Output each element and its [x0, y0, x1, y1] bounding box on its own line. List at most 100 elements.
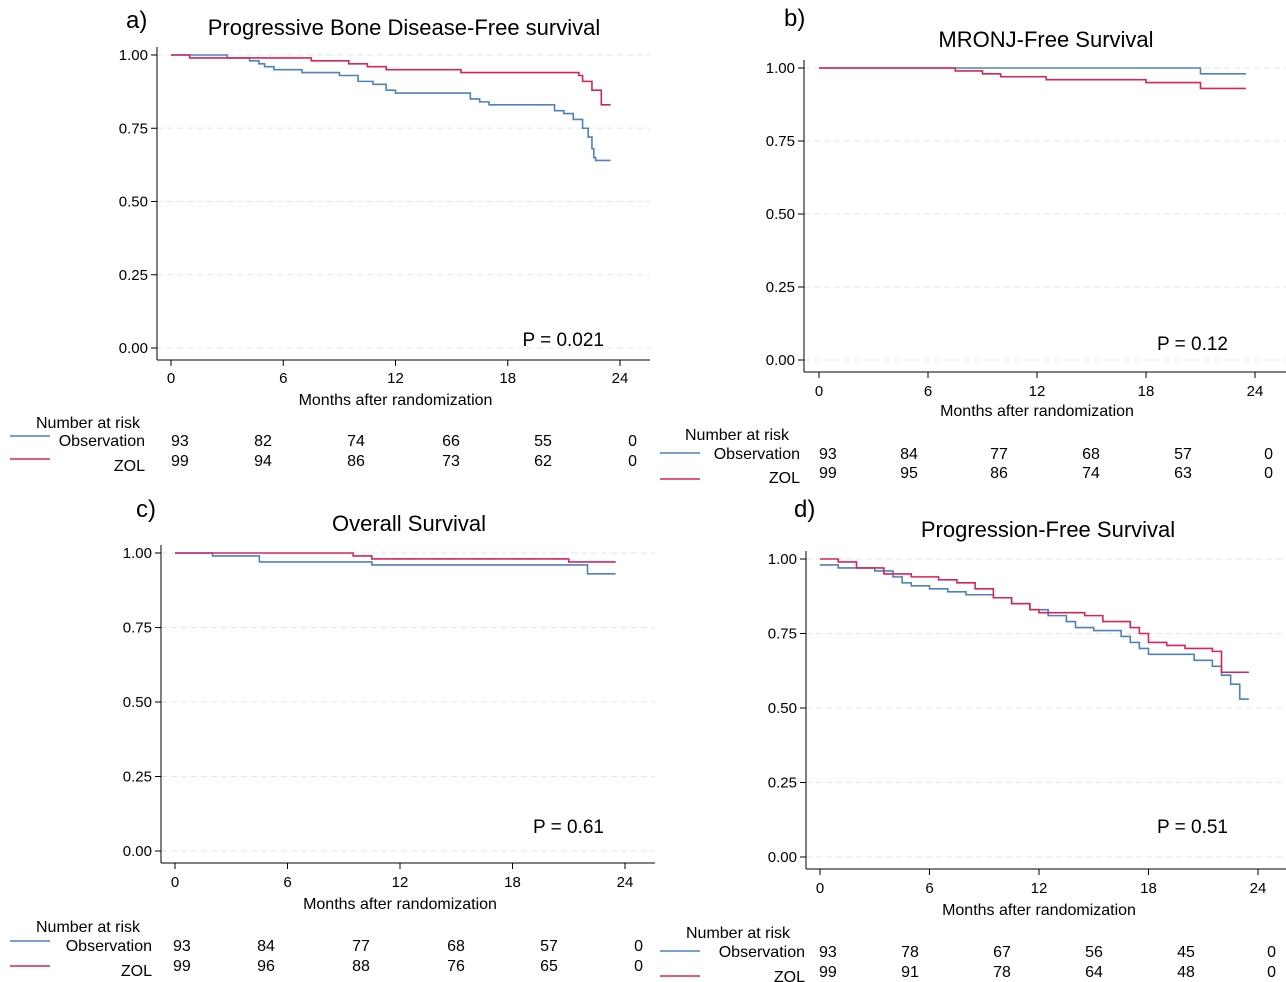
y-tick-label: 0.50 — [119, 194, 148, 211]
p-value-annotation: P = 0.021 — [522, 330, 604, 351]
y-tick-label: 0.25 — [768, 775, 797, 792]
risk-count: 55 — [534, 433, 552, 450]
risk-row-label: Observation — [714, 446, 800, 463]
risk-count: 76 — [447, 958, 465, 975]
risk-count: 0 — [1267, 944, 1276, 961]
y-tick-label: 1.00 — [766, 60, 795, 77]
km-panel-c: c) Overall Survival 0.00 0.25 0.50 0.75 1.00 0 6… — [10, 496, 655, 980]
risk-row-label: Observation — [59, 433, 145, 450]
km-panel-d: d) Progression-Free Survival 0.00 0.25 0.50 0… — [660, 496, 1286, 982]
x-axis-title: Months after randomization — [942, 902, 1136, 919]
x-tick-label: 18 — [1140, 880, 1157, 897]
survival-curve-observation — [175, 552, 616, 575]
risk-count: 78 — [993, 964, 1011, 981]
y-tick-label: 0.75 — [768, 626, 797, 643]
y-tick-label: 1.00 — [123, 545, 152, 562]
risk-count: 82 — [254, 433, 272, 450]
risk-table-header: Number at risk — [685, 427, 790, 444]
survival-curve-zol — [175, 552, 616, 563]
risk-count: 93 — [819, 944, 837, 961]
panel-title: Progression-Free Survival — [921, 517, 1175, 542]
km-panel-b: b) MRONJ-Free Survival 0.00 0.25 0.50 0.75 1.0… — [660, 5, 1286, 487]
risk-count: 45 — [1177, 944, 1195, 961]
panel-label: d) — [794, 496, 815, 523]
risk-count: 88 — [352, 958, 370, 975]
x-tick-label: 6 — [283, 874, 291, 891]
risk-count: 0 — [634, 938, 643, 955]
y-tick-label: 0.25 — [119, 267, 148, 284]
risk-table: Number at risk Observation 93 78 67 56 45 0 ZOL 9… — [660, 925, 1276, 982]
risk-count: 91 — [901, 964, 919, 981]
y-tick-label: 0.50 — [768, 700, 797, 717]
x-tick-label: 12 — [387, 370, 404, 387]
risk-count: 0 — [628, 453, 637, 470]
risk-table-header: Number at risk — [36, 415, 141, 432]
risk-count: 68 — [1082, 446, 1100, 463]
risk-count: 0 — [1264, 446, 1273, 463]
risk-count: 78 — [901, 944, 919, 961]
risk-count: 48 — [1177, 964, 1195, 981]
x-tick-label: 12 — [1029, 383, 1046, 400]
panel-title: Overall Survival — [332, 511, 486, 536]
x-tick-label: 6 — [924, 383, 932, 400]
risk-row-label: ZOL — [774, 969, 805, 982]
risk-count: 73 — [442, 453, 460, 470]
survival-curve-observation — [171, 54, 611, 162]
risk-count: 74 — [347, 433, 365, 450]
risk-count: 84 — [900, 446, 918, 463]
risk-count: 0 — [1267, 964, 1276, 981]
km-panel-a: a) Progressive Bone Disease-Free survival… — [10, 7, 650, 475]
risk-count: 74 — [1082, 465, 1100, 482]
y-tick-label: 0.50 — [766, 206, 795, 223]
x-tick-label: 0 — [815, 383, 823, 400]
risk-count: 93 — [819, 446, 837, 463]
risk-count: 77 — [352, 938, 370, 955]
risk-count: 67 — [993, 944, 1011, 961]
risk-count: 99 — [171, 453, 189, 470]
risk-row-label: ZOL — [769, 470, 800, 487]
p-value-annotation: P = 0.51 — [1157, 817, 1228, 838]
risk-row-label: ZOL — [114, 458, 145, 475]
x-axis-title: Months after randomization — [299, 392, 493, 409]
x-axis-title: Months after randomization — [303, 896, 497, 913]
panel-title: Progressive Bone Disease-Free survival — [208, 15, 601, 40]
panel-label: a) — [126, 7, 147, 34]
risk-table-header: Number at risk — [686, 925, 791, 942]
x-tick-label: 18 — [1138, 383, 1155, 400]
survival-curve-observation — [819, 67, 1246, 75]
y-tick-label: 0.00 — [119, 340, 148, 357]
risk-count: 57 — [540, 938, 558, 955]
x-tick-label: 24 — [617, 874, 634, 891]
x-tick-label: 6 — [279, 370, 287, 387]
risk-table-header: Number at risk — [36, 919, 141, 936]
survival-curve-zol — [171, 54, 611, 106]
x-tick-label: 0 — [816, 880, 824, 897]
y-tick-label: 0.50 — [123, 694, 152, 711]
y-tick-label: 0.25 — [123, 769, 152, 786]
p-value-annotation: P = 0.12 — [1157, 334, 1228, 355]
p-value-annotation: P = 0.61 — [533, 817, 604, 838]
risk-count: 57 — [1174, 446, 1192, 463]
risk-row-label: Observation — [719, 944, 805, 961]
risk-count: 99 — [819, 465, 837, 482]
y-tick-label: 0.25 — [766, 279, 795, 296]
risk-count: 95 — [900, 465, 918, 482]
risk-count: 96 — [257, 958, 275, 975]
risk-count: 0 — [628, 433, 637, 450]
x-tick-label: 6 — [925, 880, 933, 897]
risk-count: 77 — [990, 446, 1008, 463]
x-tick-label: 12 — [1031, 880, 1048, 897]
risk-count: 99 — [819, 964, 837, 981]
x-tick-label: 24 — [612, 370, 629, 387]
risk-count: 86 — [990, 465, 1008, 482]
risk-count: 93 — [173, 938, 191, 955]
y-tick-label: 0.75 — [119, 120, 148, 137]
y-tick-label: 0.75 — [766, 133, 795, 150]
risk-count: 68 — [447, 938, 465, 955]
x-tick-label: 0 — [171, 874, 179, 891]
risk-count: 94 — [254, 453, 272, 470]
survival-curve-zol — [819, 67, 1246, 90]
risk-count: 66 — [442, 433, 460, 450]
risk-count: 0 — [634, 958, 643, 975]
